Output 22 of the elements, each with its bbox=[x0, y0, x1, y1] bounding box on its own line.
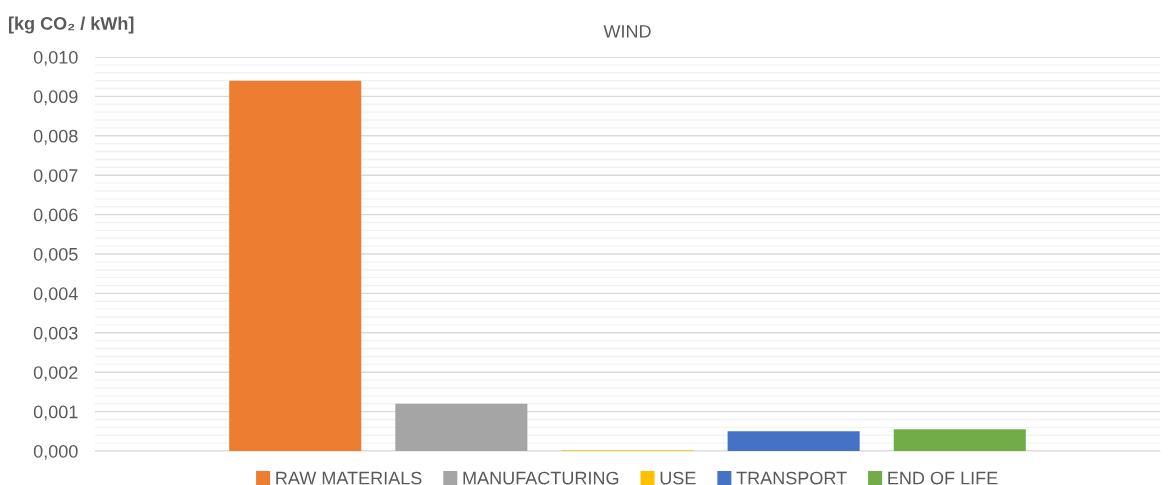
y-tick-label: 0,008 bbox=[33, 129, 78, 145]
legend-label: MANUFACTURING bbox=[463, 471, 619, 485]
bar bbox=[395, 403, 528, 451]
y-tick-label: 0,009 bbox=[33, 90, 78, 106]
legend-label: END OF LIFE bbox=[888, 471, 998, 485]
y-tick-label: 0,000 bbox=[33, 444, 78, 460]
y-tick-label: 0,005 bbox=[33, 247, 78, 263]
y-tick-label: 0,002 bbox=[33, 366, 78, 382]
y-tick-label: 0,006 bbox=[33, 208, 78, 224]
chart-title: WIND bbox=[603, 25, 651, 38]
y-axis-title: [kg CO₂ / kWh] bbox=[9, 16, 134, 34]
legend-label: RAW MATERIALS bbox=[276, 471, 422, 485]
bar bbox=[229, 80, 362, 451]
y-tick-label: 0,001 bbox=[33, 405, 78, 421]
bar bbox=[727, 431, 860, 451]
legend-label: USE bbox=[660, 471, 696, 485]
y-tick-label: 0,003 bbox=[33, 326, 78, 342]
y-tick-label: 0,007 bbox=[33, 169, 78, 185]
bar bbox=[893, 429, 1026, 451]
legend-label: TRANSPORT bbox=[736, 471, 847, 485]
y-tick-label: 0,004 bbox=[33, 287, 78, 303]
y-tick-label: 0,010 bbox=[33, 50, 78, 66]
